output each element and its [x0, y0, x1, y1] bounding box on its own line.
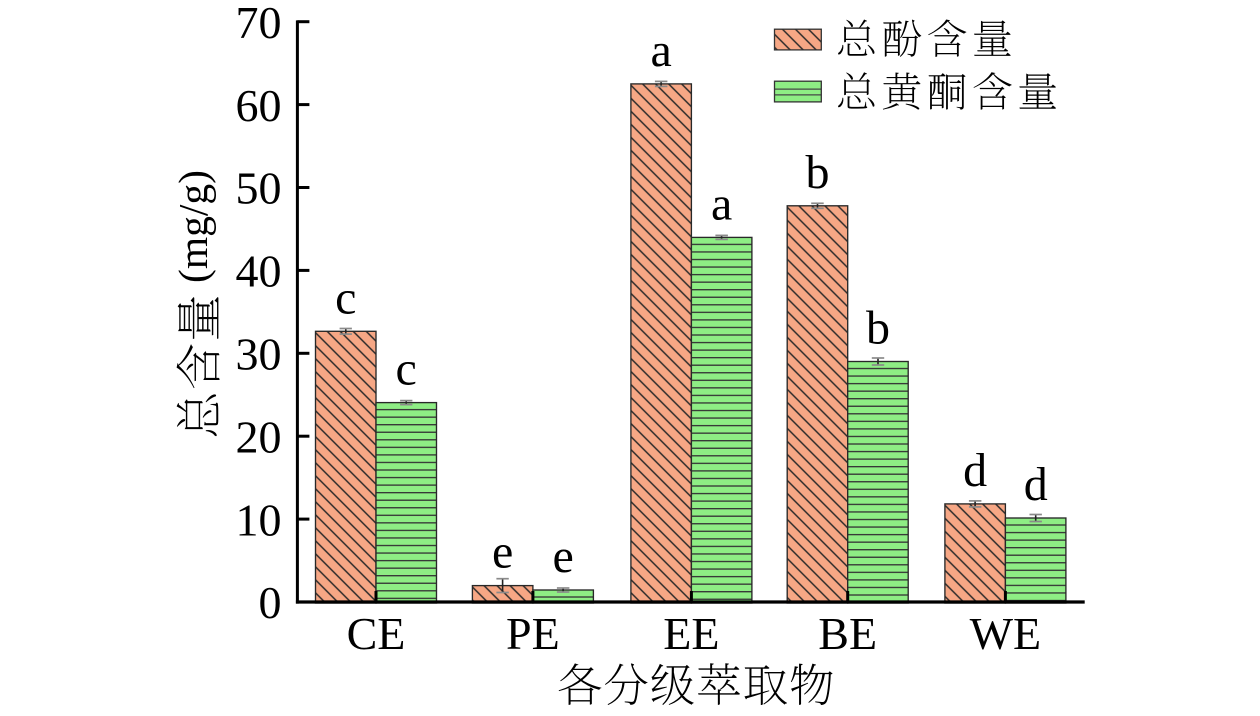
- svg-text:40: 40: [236, 246, 282, 297]
- svg-text:a: a: [711, 177, 732, 230]
- svg-text:d: d: [963, 444, 987, 497]
- svg-text:EE: EE: [663, 608, 719, 659]
- svg-text:20: 20: [236, 411, 282, 462]
- svg-text:10: 10: [236, 494, 282, 545]
- svg-text:(mg/g): (mg/g): [170, 170, 217, 283]
- svg-text:30: 30: [236, 329, 282, 380]
- svg-text:50: 50: [236, 163, 282, 214]
- svg-text:60: 60: [236, 80, 282, 131]
- svg-text:c: c: [396, 343, 417, 396]
- svg-text:a: a: [650, 24, 671, 77]
- svg-text:0: 0: [259, 577, 282, 628]
- svg-text:BE: BE: [818, 608, 877, 659]
- svg-text:PE: PE: [506, 608, 560, 659]
- svg-text:CE: CE: [347, 608, 406, 659]
- svg-text:d: d: [1024, 458, 1048, 511]
- svg-text:e: e: [492, 526, 513, 579]
- svg-text:b: b: [866, 302, 890, 355]
- svg-text:e: e: [552, 530, 573, 583]
- svg-text:b: b: [806, 146, 830, 199]
- svg-text:WE: WE: [970, 608, 1042, 659]
- svg-text:c: c: [335, 271, 356, 324]
- svg-text:70: 70: [236, 0, 282, 48]
